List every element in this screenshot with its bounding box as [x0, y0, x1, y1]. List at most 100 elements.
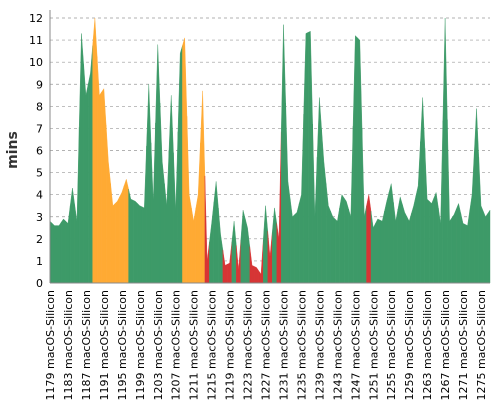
area-segment: [218, 207, 224, 284]
x-tick-label: #1231 macOS-Silicon: [277, 290, 290, 400]
area-segment: [78, 33, 84, 284]
y-tick-label: 2: [36, 233, 43, 246]
area-segment: [87, 45, 93, 284]
area-segment: [146, 84, 152, 284]
area-segment: [114, 196, 120, 284]
x-tick-label: #1195 macOS-Silicon: [116, 290, 129, 400]
area-segment: [177, 45, 183, 284]
area-segment: [101, 88, 107, 284]
area-segment: [276, 131, 282, 284]
x-tick-label: #1267 macOS-Silicon: [439, 290, 452, 400]
y-axis-label: mins: [5, 131, 21, 169]
area-segment: [361, 128, 367, 284]
area-segment: [420, 97, 426, 284]
area-segment: [433, 191, 439, 284]
area-segment: [105, 125, 111, 284]
area-segment: [352, 35, 358, 284]
area-segment: [182, 37, 188, 284]
area-segment: [366, 194, 372, 284]
x-tick-label: #1183 macOS-Silicon: [62, 290, 75, 400]
area-segment: [61, 218, 66, 284]
x-tick-label: #1215 macOS-Silicon: [206, 290, 219, 400]
x-tick-label: #1259 macOS-Silicon: [403, 290, 416, 400]
area-segment: [451, 208, 457, 284]
area-segment: [245, 218, 250, 284]
area-segment: [379, 211, 385, 284]
x-tick-label: #1263 macOS-Silicon: [421, 290, 434, 400]
x-tick-label: #1251 macOS-Silicon: [367, 290, 380, 400]
area-segment: [424, 148, 430, 284]
y-tick-label: 3: [36, 211, 43, 224]
y-tick-label: 6: [36, 145, 43, 158]
y-tick-label: 11: [29, 34, 43, 47]
area-segment: [141, 146, 147, 284]
area-segment: [123, 178, 129, 284]
x-tick-label: #1207 macOS-Silicon: [170, 290, 183, 400]
area-segment: [339, 194, 345, 284]
y-tick-label: 8: [36, 100, 43, 113]
x-tick-label: #1187 macOS-Silicon: [80, 290, 93, 400]
area-segment: [285, 103, 291, 284]
area-segment: [70, 188, 75, 284]
area-segment: [56, 221, 62, 284]
area-segment: [474, 108, 479, 284]
area-segment: [164, 150, 170, 284]
y-tick-label: 4: [36, 189, 43, 202]
area-segment: [155, 44, 161, 284]
area-segment: [460, 213, 466, 284]
area-segment: [137, 203, 143, 284]
area-segment: [186, 116, 192, 284]
area-segment: [415, 141, 421, 284]
y-tick-label: 12: [29, 12, 43, 25]
area-segment: [465, 210, 470, 284]
area-segment: [267, 231, 273, 284]
area-segment: [348, 126, 354, 284]
x-tick-label: #1223 macOS-Silicon: [242, 290, 255, 400]
y-tick-label: 5: [36, 167, 43, 180]
area-segment: [294, 203, 300, 284]
area-segment: [393, 202, 399, 284]
area-segment: [406, 213, 412, 284]
area-segment: [110, 183, 116, 284]
area-segment: [429, 197, 435, 284]
area-segment: [478, 157, 484, 284]
x-tick-label: #1199 macOS-Silicon: [134, 290, 147, 400]
area-segment: [303, 32, 309, 284]
y-tick-label: 7: [36, 122, 43, 135]
x-tick-label: #1275 macOS-Silicon: [475, 290, 488, 400]
area-segment: [384, 192, 390, 284]
area-segment: [411, 195, 417, 284]
area-segment: [128, 189, 134, 284]
area-segment: [312, 123, 318, 284]
area-segment: [388, 183, 394, 284]
area-segment: [438, 120, 444, 284]
area-segment: [227, 242, 233, 284]
area-segment: [469, 151, 475, 284]
y-tick-label: 0: [36, 277, 43, 290]
area-segment: [173, 131, 179, 284]
area-segment: [204, 175, 210, 284]
area-segment: [298, 114, 304, 284]
x-tick-label: #1211 macOS-Silicon: [188, 290, 201, 400]
area-segment: [316, 97, 322, 284]
area-segment: [456, 202, 462, 284]
area-segment: [272, 207, 277, 284]
x-tick-label: #1247 macOS-Silicon: [349, 290, 362, 400]
area-segment: [249, 246, 255, 284]
area-segment: [200, 90, 206, 284]
area-segment: [290, 199, 295, 284]
area-segment: [254, 266, 259, 284]
x-tick-label: #1255 macOS-Silicon: [385, 290, 398, 400]
area-segment: [83, 64, 89, 284]
area-segment: [330, 211, 336, 284]
area-segment: [325, 183, 331, 284]
x-tick-label: #1179 macOS-Silicon: [44, 290, 57, 400]
area-segment: [375, 218, 381, 284]
area-segment: [447, 119, 453, 284]
area-segment: [96, 56, 102, 284]
y-tick-label: 9: [36, 78, 43, 91]
area-segment: [442, 17, 448, 284]
area-segment: [168, 95, 174, 284]
area-segment: [487, 209, 491, 284]
